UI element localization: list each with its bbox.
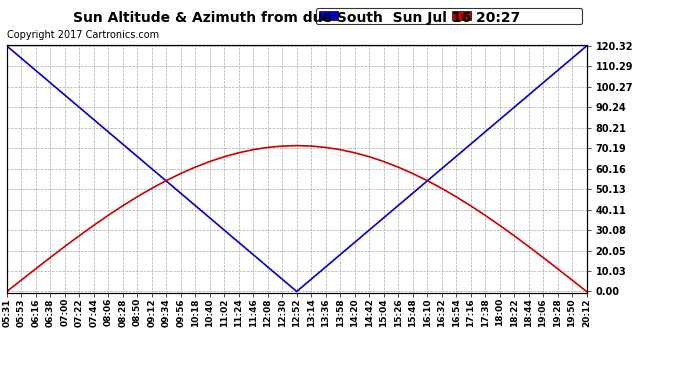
Text: Copyright 2017 Cartronics.com: Copyright 2017 Cartronics.com — [7, 30, 159, 40]
Legend: Azimuth  (Angle °), Altitude  (Angle °): Azimuth (Angle °), Altitude (Angle °) — [315, 8, 582, 24]
Text: Sun Altitude & Azimuth from due South  Sun Jul 16 20:27: Sun Altitude & Azimuth from due South Su… — [73, 11, 520, 25]
